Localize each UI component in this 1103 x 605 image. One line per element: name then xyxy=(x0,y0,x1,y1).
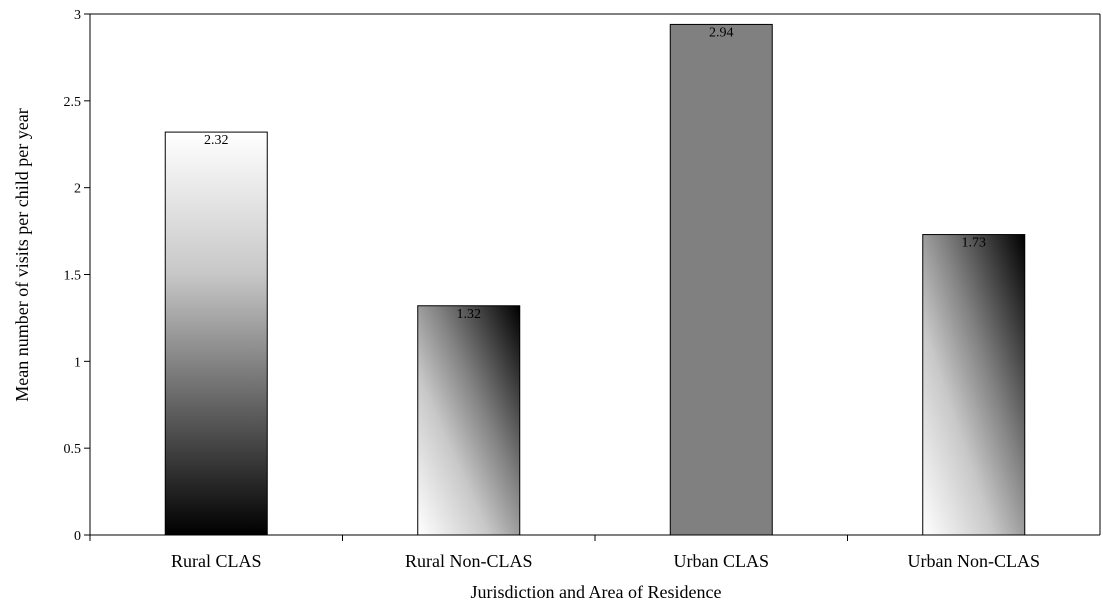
y-tick-label: 0.5 xyxy=(64,442,82,457)
data-label: 2.94 xyxy=(709,25,734,40)
y-tick-label: 3 xyxy=(74,8,81,23)
data-label: 2.32 xyxy=(204,133,229,148)
y-tick-label: 2.5 xyxy=(64,95,82,110)
data-label: 1.32 xyxy=(457,307,482,322)
bars xyxy=(164,23,1026,536)
x-tick-label: Rural Non-CLAS xyxy=(405,551,533,571)
x-tick-label: Rural CLAS xyxy=(171,551,262,571)
bar-rural-non-clas xyxy=(417,305,521,536)
x-axis: Rural CLAS Rural Non-CLAS Urban CLAS Urban … xyxy=(89,535,1041,571)
bar-rural-clas xyxy=(164,131,268,536)
y-tick-label: 1.5 xyxy=(64,269,82,284)
bar-urban-clas xyxy=(669,23,773,536)
data-labels: 2.32 1.32 2.94 1.73 xyxy=(204,25,986,321)
x-axis-title: Jurisdiction and Area of Residence xyxy=(471,582,722,602)
y-axis: 0 0.5 1 1.5 2 2.5 3 xyxy=(64,8,90,544)
x-tick-label: Urban CLAS xyxy=(674,551,770,571)
y-tick-label: 2 xyxy=(74,182,81,197)
bar-urban-non-clas xyxy=(922,234,1026,536)
y-tick-label: 0 xyxy=(74,529,81,544)
data-label: 1.73 xyxy=(962,236,987,251)
y-tick-label: 1 xyxy=(74,355,81,370)
x-tick-label: Urban Non-CLAS xyxy=(908,551,1041,571)
y-axis-title: Mean number of visits per child per year xyxy=(12,108,32,401)
